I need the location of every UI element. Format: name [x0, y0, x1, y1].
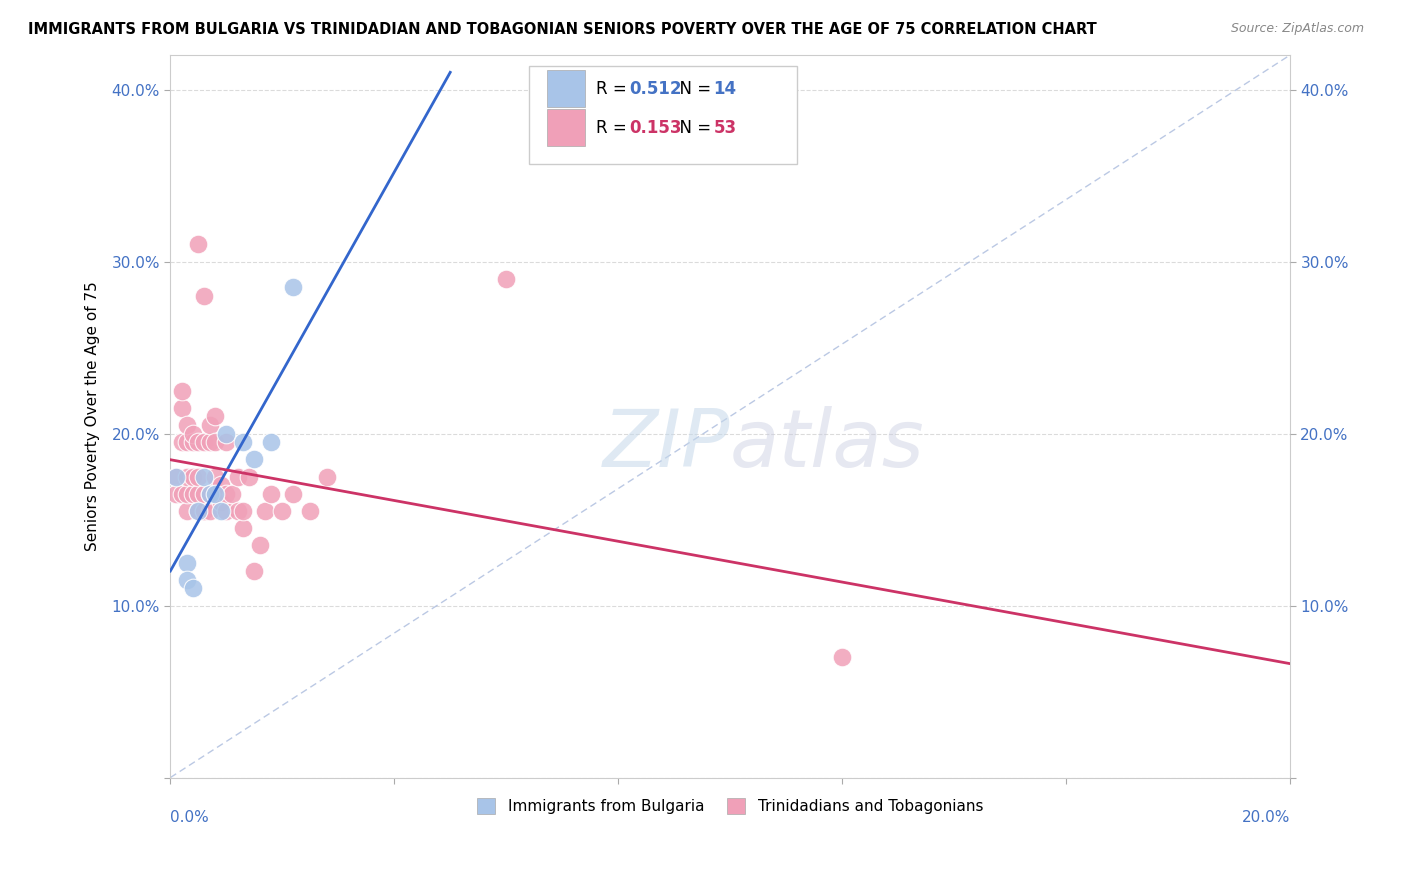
Text: Source: ZipAtlas.com: Source: ZipAtlas.com [1230, 22, 1364, 36]
FancyBboxPatch shape [529, 66, 797, 163]
Point [221, 487, 243, 501]
Point [193, 487, 215, 501]
Point [215, 504, 238, 518]
Point [204, 469, 226, 483]
Point [193, 435, 215, 450]
Point [232, 504, 254, 518]
Point [165, 487, 187, 501]
Point [198, 487, 221, 501]
Text: IMMIGRANTS FROM BULGARIA VS TRINIDADIAN AND TOBAGONIAN SENIORS POVERTY OVER THE : IMMIGRANTS FROM BULGARIA VS TRINIDADIAN … [28, 22, 1097, 37]
Point [181, 435, 204, 450]
Point [176, 573, 198, 587]
Point [193, 504, 215, 518]
Text: atlas: atlas [730, 406, 925, 484]
Point [226, 469, 249, 483]
Point [215, 435, 238, 450]
Point [271, 504, 294, 518]
Point [187, 504, 209, 518]
Text: 53: 53 [713, 120, 737, 137]
Text: 14: 14 [713, 80, 737, 98]
FancyBboxPatch shape [547, 70, 585, 107]
Point [176, 435, 198, 450]
Point [260, 435, 283, 450]
Point [170, 435, 193, 450]
Point [170, 487, 193, 501]
Point [243, 452, 266, 467]
Point [249, 538, 271, 552]
Point [283, 280, 305, 294]
Point [209, 495, 232, 509]
Point [165, 469, 187, 483]
Point [187, 237, 209, 252]
Point [215, 426, 238, 441]
Point [299, 504, 322, 518]
Text: R =: R = [596, 80, 631, 98]
Point [176, 487, 198, 501]
Point [165, 469, 187, 483]
Point [831, 650, 853, 665]
Point [170, 384, 193, 398]
Point [495, 271, 517, 285]
Point [260, 487, 283, 501]
Text: 0.0%: 0.0% [170, 810, 209, 825]
Point [181, 582, 204, 596]
Point [238, 469, 260, 483]
Point [209, 504, 232, 518]
Text: 20.0%: 20.0% [1241, 810, 1289, 825]
Y-axis label: Seniors Poverty Over the Age of 75: Seniors Poverty Over the Age of 75 [86, 282, 100, 551]
Point [243, 564, 266, 578]
Point [204, 409, 226, 424]
Point [204, 487, 226, 501]
Text: 0.512: 0.512 [630, 80, 682, 98]
Point [226, 504, 249, 518]
Text: N =: N = [668, 120, 716, 137]
Point [176, 504, 198, 518]
Text: N =: N = [668, 80, 716, 98]
Point [193, 469, 215, 483]
Point [254, 504, 277, 518]
Point [232, 521, 254, 535]
Point [283, 487, 305, 501]
Point [209, 478, 232, 492]
Legend: Immigrants from Bulgaria, Trinidadians and Tobagonians: Immigrants from Bulgaria, Trinidadians a… [471, 792, 990, 821]
Point [181, 469, 204, 483]
Point [204, 487, 226, 501]
Point [204, 435, 226, 450]
Text: R =: R = [596, 120, 631, 137]
Point [187, 487, 209, 501]
Point [193, 289, 215, 303]
Point [176, 417, 198, 432]
Text: ZIP: ZIP [603, 406, 730, 484]
Point [187, 469, 209, 483]
Point [316, 469, 339, 483]
Text: 0.153: 0.153 [630, 120, 682, 137]
FancyBboxPatch shape [547, 109, 585, 146]
Point [181, 426, 204, 441]
Point [176, 556, 198, 570]
Point [232, 435, 254, 450]
Point [198, 504, 221, 518]
Point [170, 401, 193, 415]
Point [198, 435, 221, 450]
Point [198, 417, 221, 432]
Point [181, 487, 204, 501]
Point [215, 487, 238, 501]
Point [187, 504, 209, 518]
Point [176, 469, 198, 483]
Point [198, 487, 221, 501]
Point [187, 435, 209, 450]
